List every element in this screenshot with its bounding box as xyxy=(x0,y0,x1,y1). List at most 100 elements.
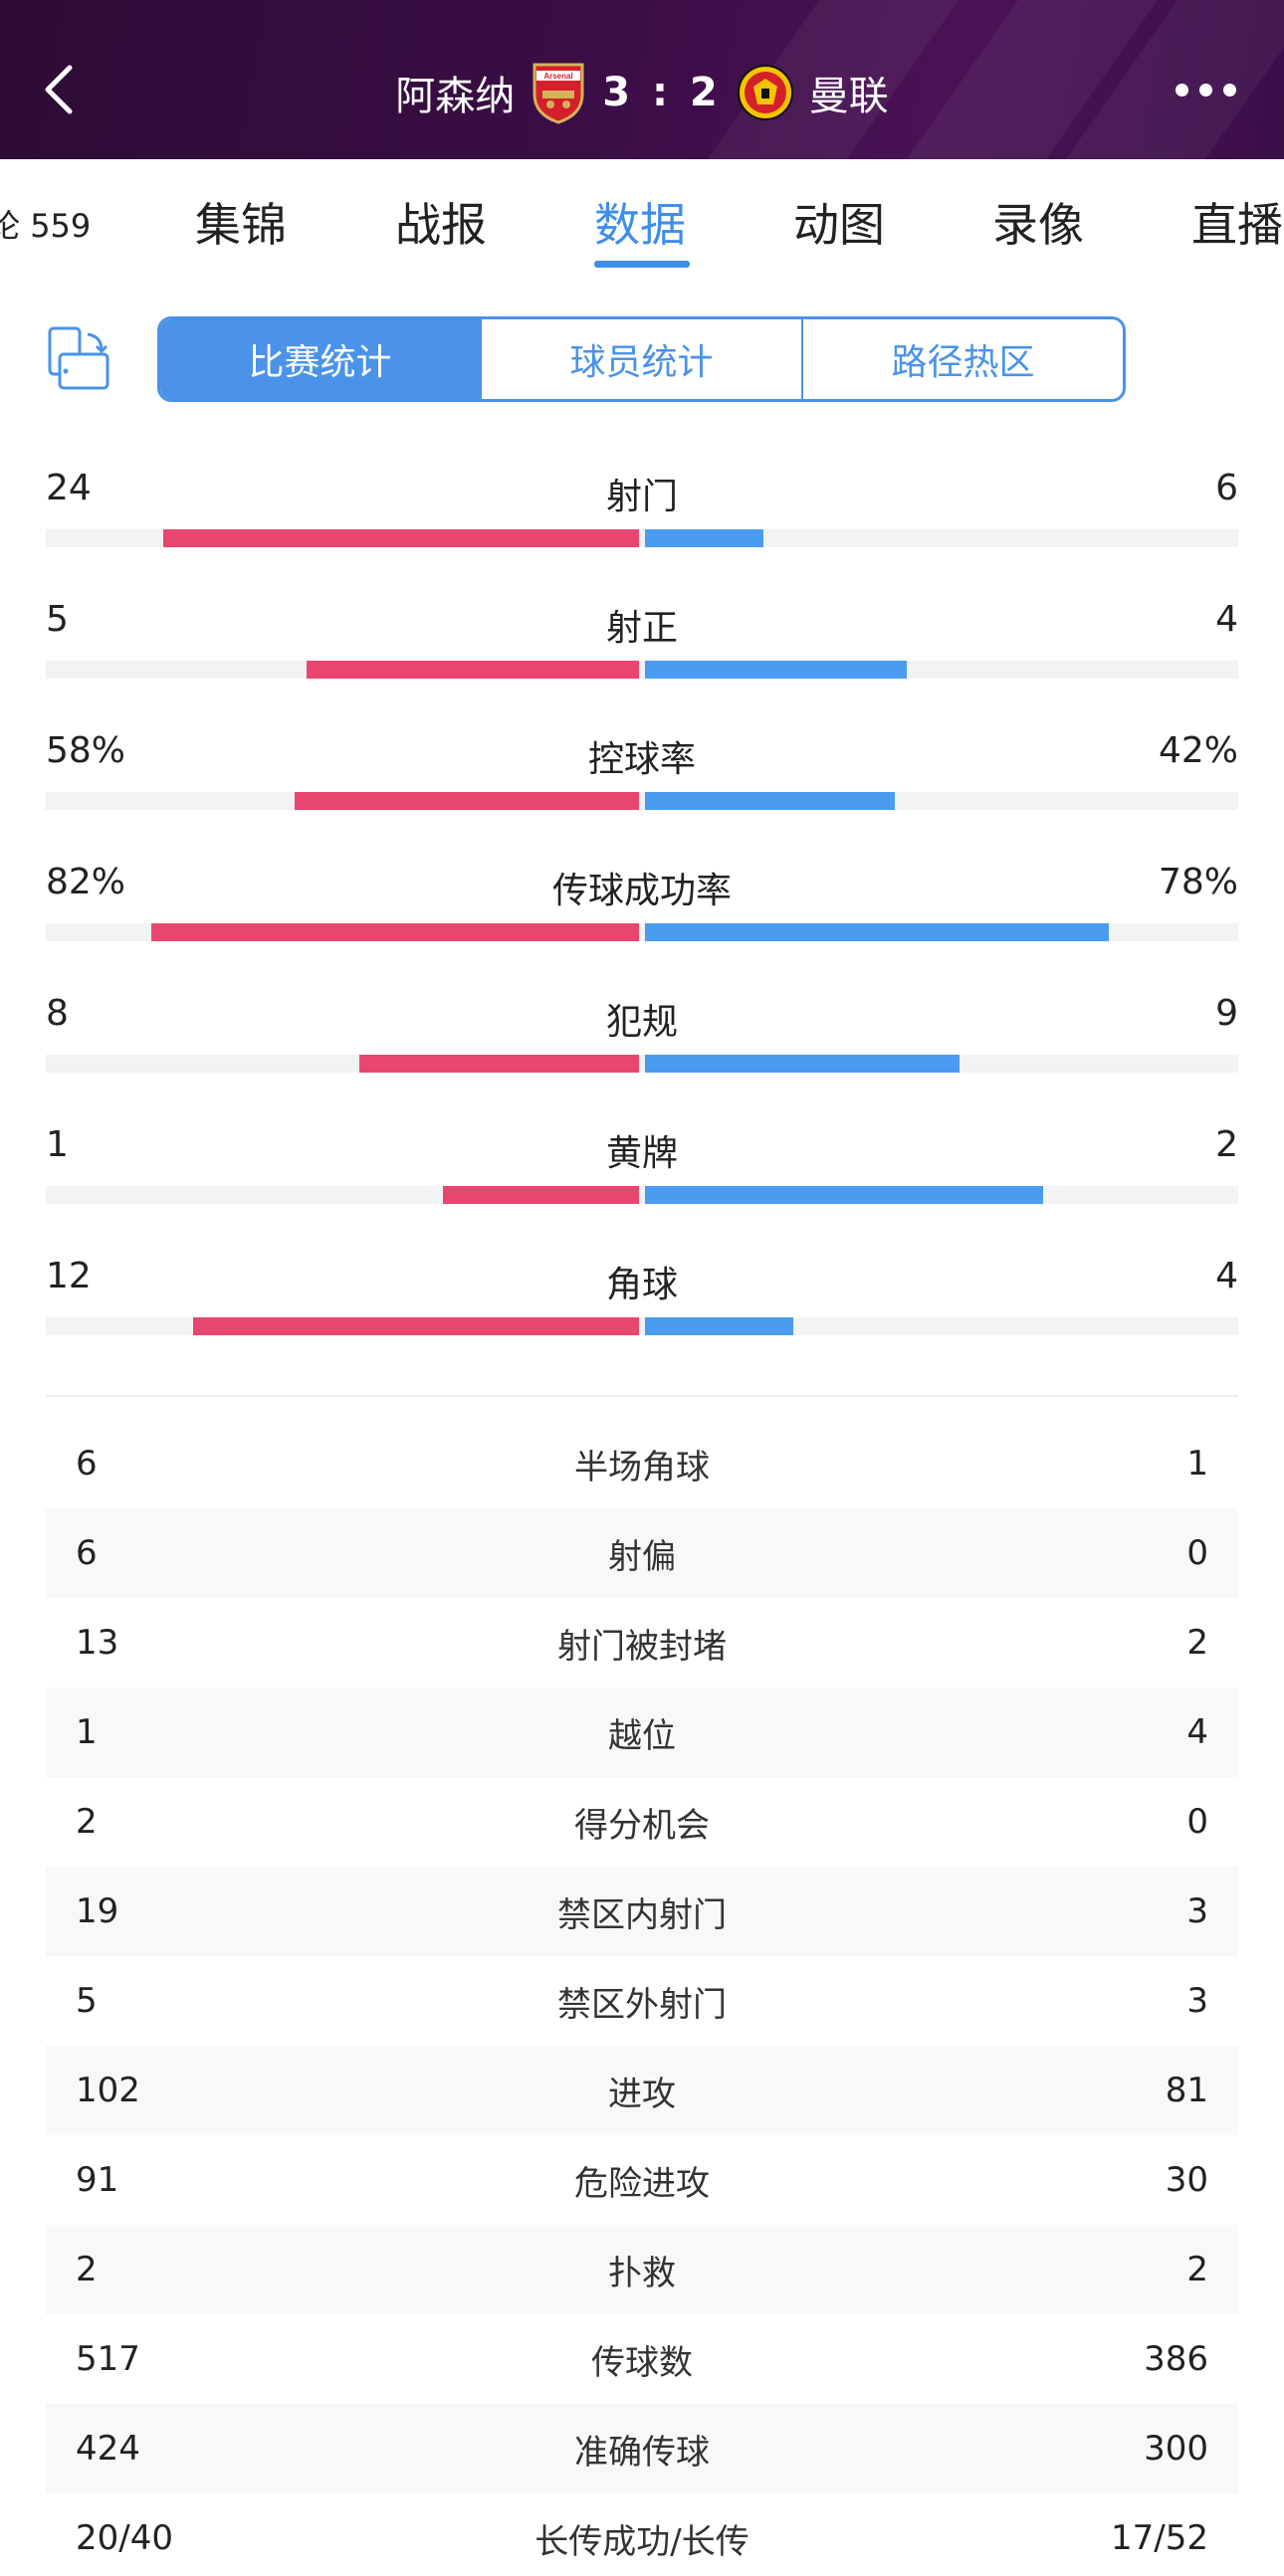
stat-bar-track xyxy=(46,1055,1238,1073)
home-stat-value: 1 xyxy=(76,1712,98,1752)
home-stat-value: 19 xyxy=(76,1891,119,1931)
manchester-united-crest-icon xyxy=(737,65,793,120)
home-stat-value: 6 xyxy=(76,1533,98,1573)
away-stat-value: 4 xyxy=(1186,1712,1208,1752)
away-stat-value: 17/52 xyxy=(1111,2518,1208,2558)
home-stat-value: 58% xyxy=(46,730,126,771)
tab-gifs[interactable]: 动图 xyxy=(793,198,885,252)
away-stat-bar xyxy=(645,1186,1043,1204)
tab-comments-count: 559 xyxy=(30,207,92,245)
score: 3 : 2 xyxy=(602,70,722,115)
home-stat-bar xyxy=(163,529,639,547)
away-stat-value: 81 xyxy=(1165,2071,1208,2110)
table-row: 扑救 2 2 xyxy=(46,2225,1238,2314)
more-dot-icon xyxy=(1199,84,1212,97)
arsenal-crest-text: Arsenal xyxy=(544,72,573,81)
away-stat-value: 300 xyxy=(1144,2429,1208,2469)
away-stat-value: 0 xyxy=(1186,1802,1208,1842)
bar-stat-row: 58% 控球率 42% xyxy=(46,722,1238,854)
home-team-name: 阿森纳 xyxy=(395,74,516,119)
away-stat-value: 4 xyxy=(1215,1256,1238,1296)
away-stat-value: 42% xyxy=(1158,730,1238,771)
bar-stat-row: 12 角球 4 xyxy=(46,1248,1238,1379)
tab-live[interactable]: 直播 xyxy=(1191,198,1283,252)
home-stat-value: 82% xyxy=(46,862,126,902)
away-stat-value: 0 xyxy=(1186,1533,1208,1573)
segment-match-stats[interactable]: 比赛统计 xyxy=(160,319,480,399)
away-stat-bar xyxy=(645,661,907,679)
table-row: 准确传球 424 300 xyxy=(46,2404,1238,2493)
stat-label: 进攻 xyxy=(608,2074,676,2114)
tab-comments[interactable]: 论 559 xyxy=(0,201,91,247)
match-header: 阿森纳 Arsenal 3 : 2 曼联 xyxy=(0,0,1284,159)
stat-label: 禁区内射门 xyxy=(557,1894,727,1935)
home-stat-value: 424 xyxy=(76,2429,140,2469)
segment-heatmap[interactable]: 路径热区 xyxy=(801,319,1123,399)
away-stat-bar xyxy=(645,529,763,547)
back-button[interactable] xyxy=(40,60,80,119)
tab-highlights[interactable]: 集锦 xyxy=(195,198,287,252)
table-row: 得分机会 2 0 xyxy=(46,1777,1238,1867)
stat-label: 得分机会 xyxy=(574,1805,710,1846)
away-stat-value: 6 xyxy=(1215,468,1238,508)
stat-label: 危险进攻 xyxy=(574,2163,710,2204)
stat-label: 长传成功/长传 xyxy=(535,2521,749,2562)
away-stat-value: 2 xyxy=(1215,1124,1238,1165)
stats-segmented-control: 比赛统计 球员统计 路径热区 xyxy=(157,316,1126,402)
home-stat-value: 5 xyxy=(46,599,69,640)
away-stat-value: 3 xyxy=(1186,1981,1208,2021)
tab-replay[interactable]: 录像 xyxy=(992,198,1084,252)
arsenal-crest-icon: Arsenal xyxy=(533,63,584,124)
stat-label: 黄牌 xyxy=(605,1133,678,1174)
bar-stat-row: 5 射正 4 xyxy=(46,591,1238,722)
stat-label: 角球 xyxy=(605,1265,678,1305)
home-stat-value: 8 xyxy=(46,993,69,1034)
home-stat-value: 1 xyxy=(46,1124,69,1165)
rotate-screen-icon[interactable] xyxy=(44,324,113,394)
stat-label: 射门 xyxy=(605,477,678,517)
home-stat-bar xyxy=(359,1055,639,1073)
stat-label: 控球率 xyxy=(587,739,696,780)
section-divider xyxy=(46,1395,1238,1397)
table-row: 禁区外射门 5 3 xyxy=(46,1956,1238,2046)
table-row: 半场角球 6 1 xyxy=(46,1419,1238,1508)
away-stat-bar xyxy=(645,792,895,810)
stat-bar-track xyxy=(46,661,1238,679)
home-stat-value: 2 xyxy=(76,1802,98,1842)
stat-label: 犯规 xyxy=(605,1002,678,1043)
bar-stat-row: 1 黄牌 2 xyxy=(46,1116,1238,1248)
home-stat-bar xyxy=(193,1317,639,1335)
away-stat-value: 78% xyxy=(1158,862,1238,902)
away-stat-value: 4 xyxy=(1215,599,1238,640)
away-stat-bar xyxy=(645,1055,960,1073)
home-stat-value: 517 xyxy=(76,2339,140,2379)
home-stat-value: 20/40 xyxy=(76,2518,173,2558)
away-stat-bar xyxy=(645,1317,793,1335)
home-stat-value: 24 xyxy=(46,468,92,508)
stat-label: 射门被封堵 xyxy=(557,1626,727,1667)
table-row: 进攻 102 81 xyxy=(46,2046,1238,2135)
more-dot-icon xyxy=(1176,84,1188,97)
stat-label: 传球数 xyxy=(591,2342,693,2383)
table-row: 射偏 6 0 xyxy=(46,1508,1238,1598)
table-stats-list: 半场角球 6 1 射偏 6 0 射门被封堵 13 2 越位 1 4 得分机会 2 0 禁区内射门 19 3 禁区外射… xyxy=(46,1419,1238,2576)
segment-player-stats[interactable]: 球员统计 xyxy=(480,319,801,399)
away-stat-value: 2 xyxy=(1186,2250,1208,2289)
stat-label: 禁区外射门 xyxy=(557,1984,727,2025)
tab-report[interactable]: 战报 xyxy=(395,198,487,252)
home-stat-value: 5 xyxy=(76,1981,98,2021)
stat-label: 越位 xyxy=(608,1715,676,1756)
bar-stat-row: 8 犯规 9 xyxy=(46,985,1238,1116)
away-stat-value: 30 xyxy=(1165,2160,1208,2200)
stat-bar-track xyxy=(46,792,1238,810)
home-stat-bar xyxy=(151,923,639,941)
table-row: 射门被封堵 13 2 xyxy=(46,1598,1238,1687)
stat-label: 射偏 xyxy=(608,1536,676,1577)
home-stat-value: 6 xyxy=(76,1444,98,1484)
stat-label: 扑救 xyxy=(608,2253,676,2293)
tab-data[interactable]: 数据 xyxy=(594,198,686,252)
more-options-button[interactable] xyxy=(1176,84,1236,97)
home-stat-bar xyxy=(295,792,639,810)
home-stat-value: 2 xyxy=(76,2250,98,2289)
away-stat-value: 3 xyxy=(1186,1891,1208,1931)
